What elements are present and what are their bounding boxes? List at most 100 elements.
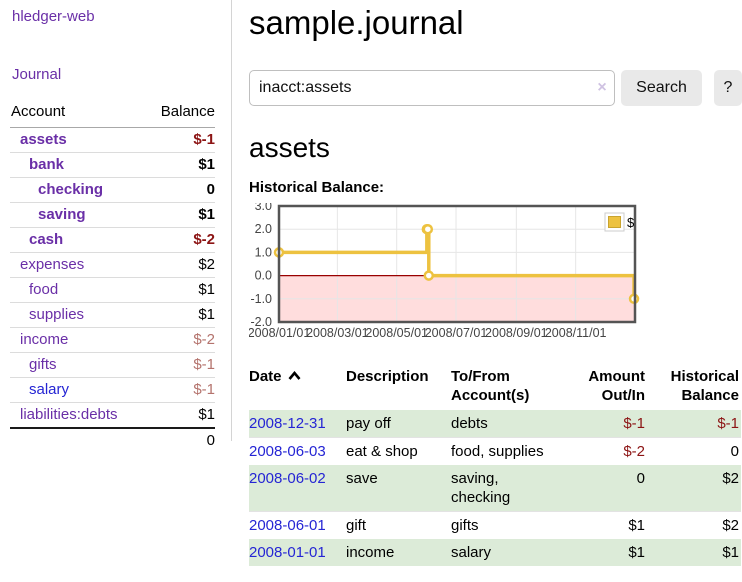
account-balance: $-1: [145, 352, 215, 378]
account-link-supplies[interactable]: supplies: [29, 306, 85, 323]
account-row-cash: cash $-2: [10, 227, 215, 253]
svg-text:$: $: [627, 215, 635, 230]
account-link-cash[interactable]: cash: [29, 231, 64, 248]
account-balance: $-1: [145, 377, 215, 403]
account-row-liabilities-debts: liabilities:debts $1: [10, 402, 215, 429]
account-link-food[interactable]: food: [29, 281, 59, 298]
register-row: 2008-06-02 save saving, checking 0 $2: [249, 465, 741, 512]
transaction-balance: $-1: [717, 415, 739, 432]
transaction-accounts: salary: [451, 544, 492, 561]
transaction-balance: $1: [722, 544, 739, 561]
chart-canvas: -2.0 -1.0 0.0 1.0 2.0 3.0 2008/01/012008/03/01…: [249, 203, 640, 340]
amount-column-header: Amount Out/In: [588, 368, 645, 404]
sidebar-item-journal[interactable]: Journal: [12, 66, 62, 83]
account-link-saving[interactable]: saving: [38, 206, 86, 223]
clear-search-icon[interactable]: ×: [597, 79, 607, 96]
account-balance: 0: [145, 177, 215, 203]
account-link-checking[interactable]: checking: [38, 181, 104, 198]
account-balance: $1: [145, 302, 215, 328]
balance-column-header: Balance: [145, 101, 215, 128]
svg-text:2008/01/01: 2008/01/01: [249, 326, 310, 340]
transaction-description: gift: [346, 511, 451, 539]
svg-text:0.0: 0.0: [255, 269, 272, 283]
description-column-header: Description: [346, 368, 429, 385]
transaction-date-link[interactable]: 2008-12-31: [249, 415, 326, 432]
balance-column-header: Historical Balance: [670, 368, 739, 404]
transaction-description: pay off: [346, 415, 391, 432]
account-link-gifts[interactable]: gifts: [29, 356, 57, 373]
account-link-expenses[interactable]: expenses: [20, 256, 85, 273]
account-balance: $1: [145, 152, 215, 178]
transaction-balance: $2: [722, 470, 739, 487]
date-column-header[interactable]: Date: [249, 365, 346, 410]
account-row-expenses: expenses $2: [10, 252, 215, 278]
account-link-salary[interactable]: salary: [29, 381, 70, 398]
register-row: 2008-01-01 income salary $1 $1: [249, 539, 741, 566]
svg-text:3.0: 3.0: [255, 203, 272, 213]
account-balance: $1: [145, 277, 215, 303]
account-link-assets[interactable]: assets: [20, 131, 67, 148]
account-row-bank: bank $1: [10, 152, 215, 178]
accounts-total-row: 0: [10, 427, 215, 453]
account-column-header: To/From Account(s): [451, 368, 530, 404]
svg-text:2008/11/01: 2008/11/01: [545, 326, 607, 340]
transaction-accounts: debts: [451, 415, 488, 432]
help-button[interactable]: ?: [714, 70, 742, 106]
search-input[interactable]: [249, 70, 615, 106]
transaction-amount: 0: [636, 470, 645, 487]
svg-text:2008/09/01: 2008/09/01: [485, 326, 548, 340]
transaction-date-link[interactable]: 2008-06-03: [249, 443, 326, 460]
account-row-food: food $1: [10, 277, 215, 303]
account-row-saving: saving $1: [10, 202, 215, 228]
transaction-date-link[interactable]: 2008-06-02: [249, 470, 326, 487]
page-title: sample.journal: [249, 4, 464, 41]
register-row: 2008-12-31 pay off debts $-1 $-1: [249, 410, 741, 438]
account-balance: $-2: [145, 327, 215, 353]
transaction-amount: $1: [628, 544, 645, 561]
account-row-assets: assets $-1: [10, 127, 215, 153]
account-balance: $1: [145, 202, 215, 228]
sidebar: hledger-web Journal Account Balance asse…: [0, 0, 232, 453]
transaction-description: save: [346, 470, 378, 487]
account-row-gifts: gifts $-1: [10, 352, 215, 378]
transaction-accounts: gifts: [451, 511, 559, 539]
transaction-description: eat & shop: [346, 437, 451, 465]
svg-text:1.0: 1.0: [255, 245, 272, 259]
account-balance: $-2: [145, 227, 215, 253]
accounts-total-value: 0: [145, 427, 215, 453]
sort-ascending-icon: [288, 367, 301, 386]
account-heading: assets: [249, 132, 330, 163]
transaction-balance: 0: [647, 437, 741, 465]
transaction-accounts: food, supplies: [451, 437, 559, 465]
register-row: 2008-06-01 gift gifts $1 $2: [249, 511, 741, 539]
account-row-salary: salary $-1: [10, 377, 215, 403]
account-row-income: income $-2: [10, 327, 215, 353]
search-button[interactable]: Search: [621, 70, 702, 106]
transaction-date-link[interactable]: 2008-01-01: [249, 544, 326, 561]
transaction-amount: $-2: [559, 437, 647, 465]
svg-text:2008/07/01: 2008/07/01: [425, 326, 488, 340]
transaction-description: income: [346, 544, 395, 561]
main-content: sample.journal × Search ? assets Histori…: [249, 0, 742, 566]
svg-text:2008/05/01: 2008/05/01: [365, 326, 428, 340]
transaction-accounts: saving, checking: [451, 470, 511, 506]
account-balance: $1: [145, 402, 215, 429]
account-balance: $2: [145, 252, 215, 278]
transaction-balance: $2: [647, 511, 741, 539]
register-row: 2008-06-03 eat & shop food, supplies $-2…: [249, 437, 741, 465]
account-row-checking: checking 0: [10, 177, 215, 203]
register-header-row: Date Description To/From Account(s) Amou…: [249, 365, 741, 410]
account-link-bank[interactable]: bank: [29, 156, 65, 173]
svg-text:2008/03/01: 2008/03/01: [306, 326, 369, 340]
account-row-supplies: supplies $1: [10, 302, 215, 328]
chart-label: Historical Balance:: [249, 179, 385, 196]
transaction-date-link[interactable]: 2008-06-01: [249, 517, 326, 534]
historical-balance-chart: -2.0 -1.0 0.0 1.0 2.0 3.0 2008/01/01 2008/03/01…: [249, 203, 742, 343]
svg-text:-2.0: -2.0: [250, 315, 272, 329]
app-title-link[interactable]: hledger-web: [12, 8, 95, 25]
accounts-table-header: Account Balance: [10, 101, 215, 128]
account-link-liabilities-debts[interactable]: liabilities:debts: [20, 406, 118, 423]
svg-text:2.0: 2.0: [255, 222, 272, 236]
account-link-income[interactable]: income: [20, 331, 69, 348]
account-balance: $-1: [145, 127, 215, 153]
